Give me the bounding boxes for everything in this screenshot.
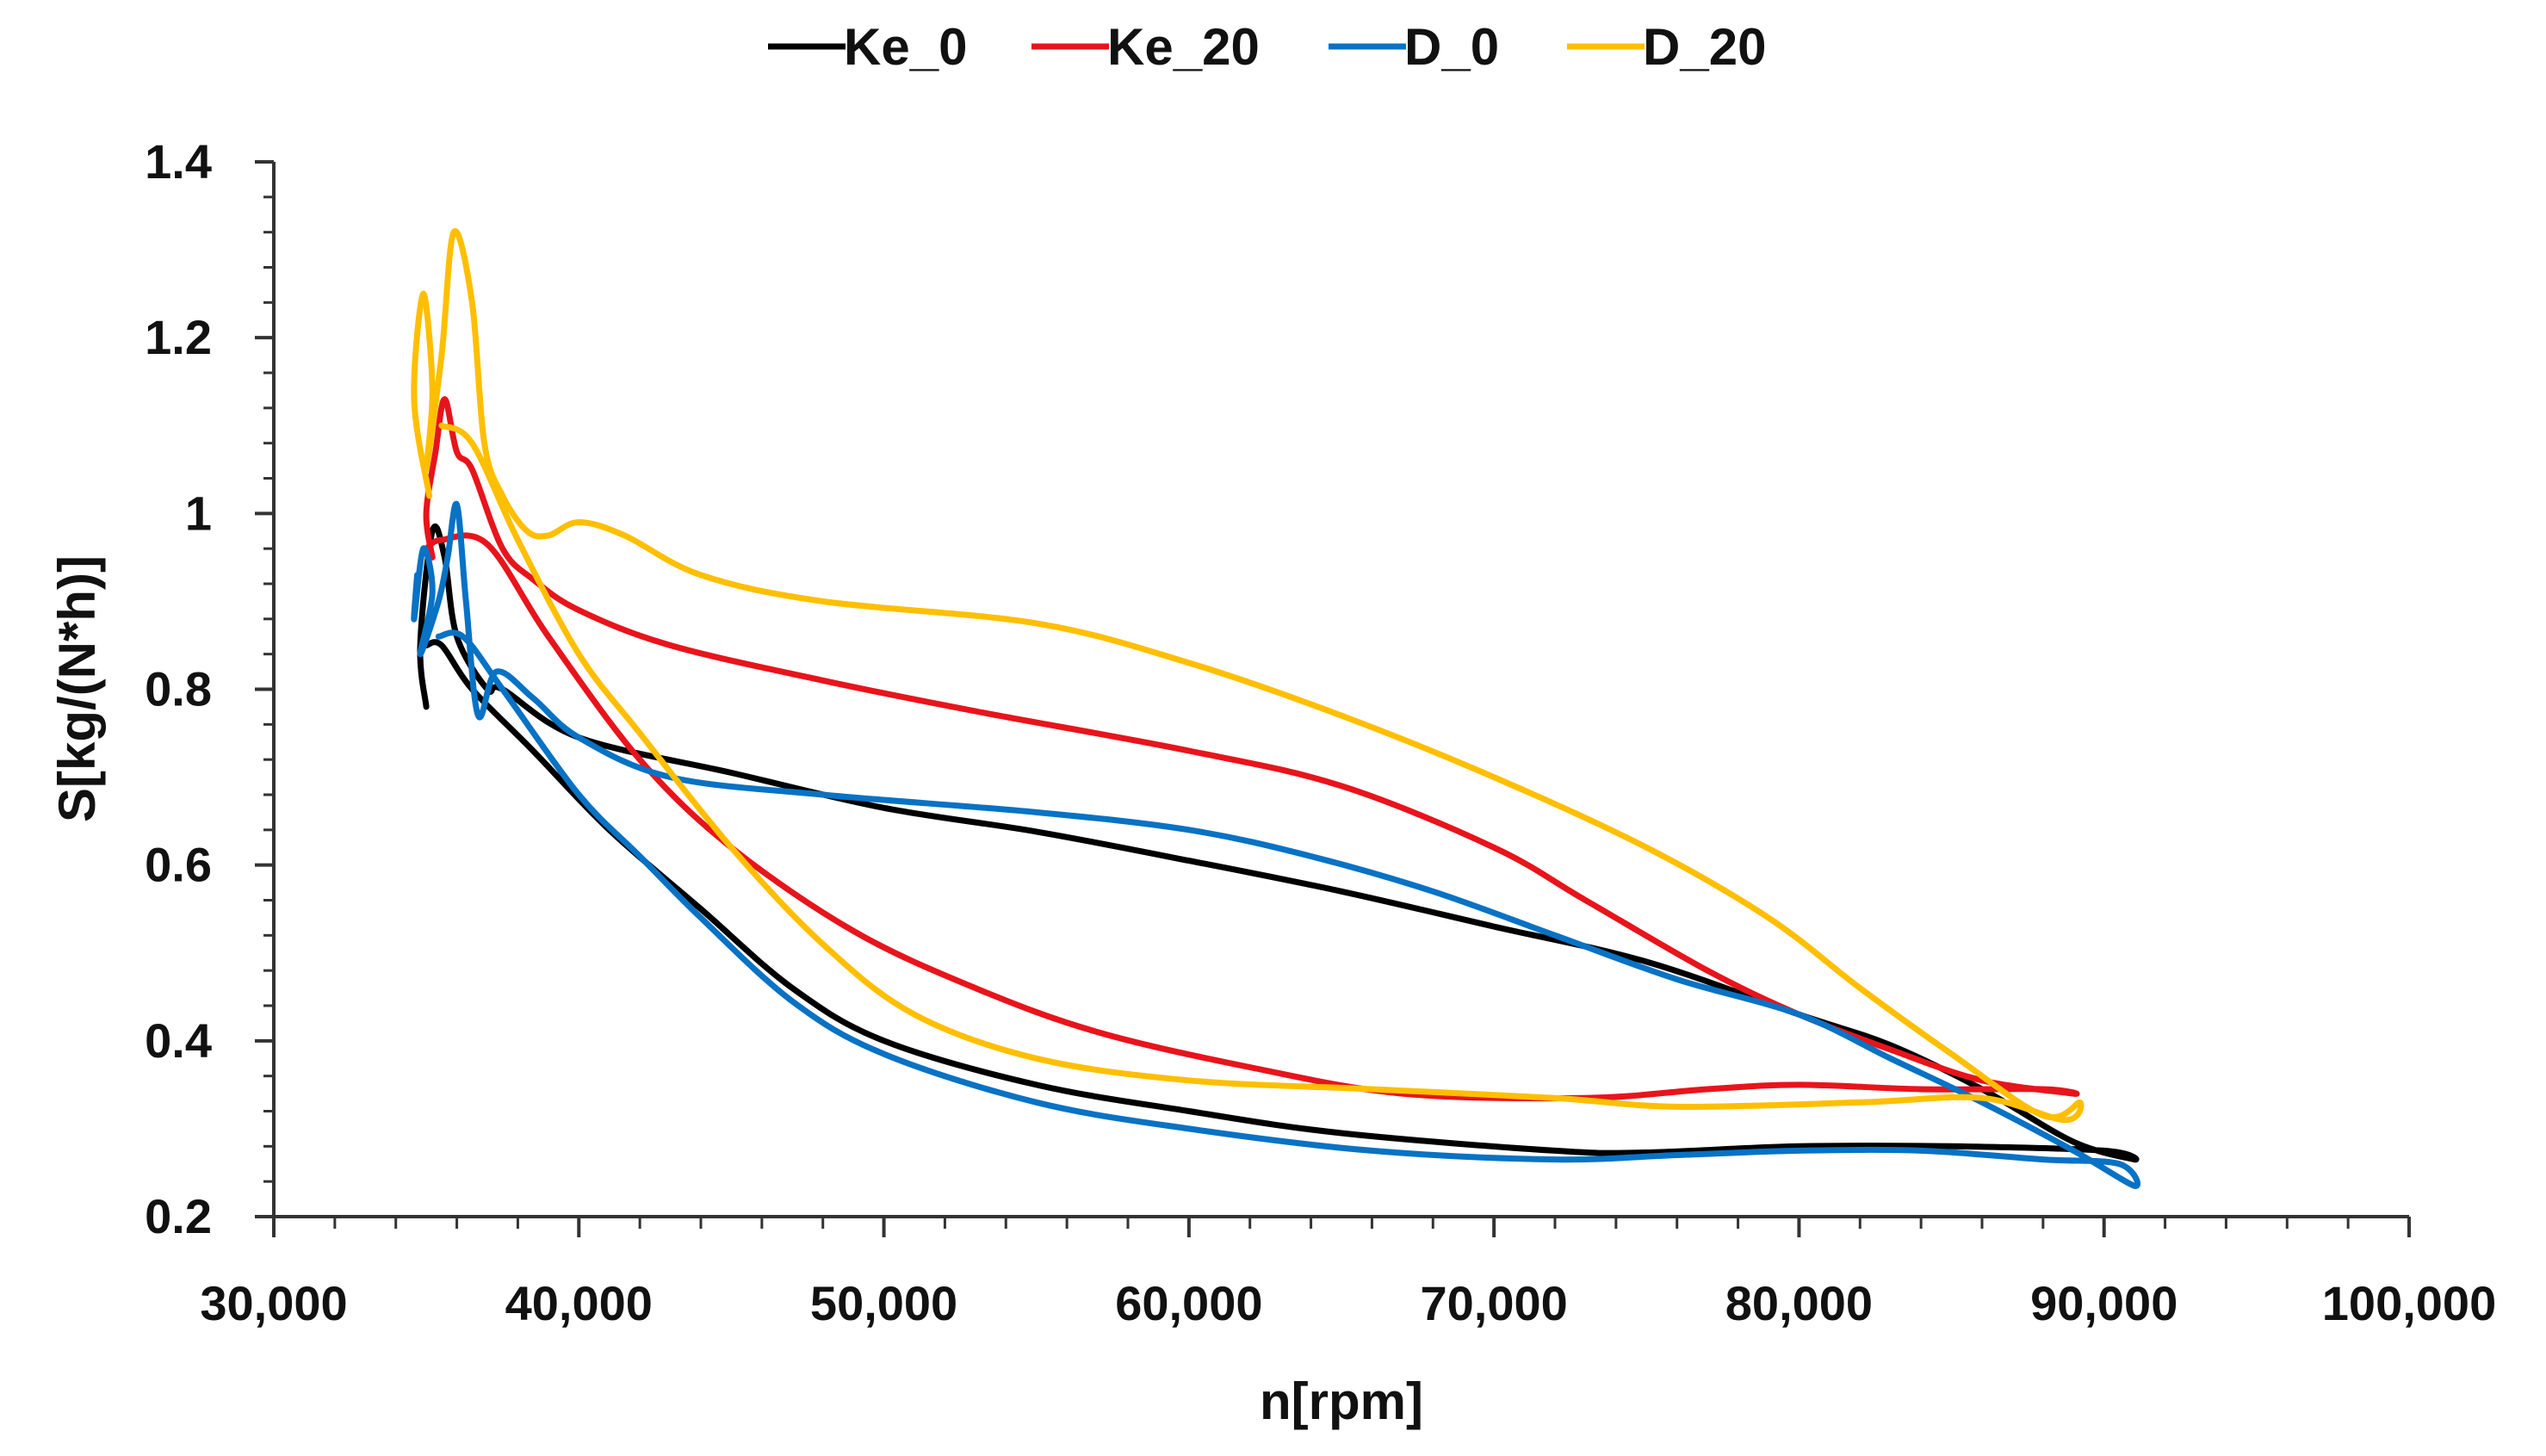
x-tick-label: 30,000 bbox=[200, 1276, 347, 1330]
y-tick-label: 0.8 bbox=[145, 662, 212, 716]
x-tick-label: 90,000 bbox=[2030, 1276, 2177, 1330]
y-tick-label: 0.4 bbox=[145, 1013, 212, 1068]
legend-label-d-20: D_20 bbox=[1643, 18, 1766, 76]
legend-label-ke-20: Ke_20 bbox=[1107, 18, 1260, 76]
series-line-ke-20 bbox=[423, 396, 2080, 1102]
plot-series-group bbox=[411, 227, 2141, 1189]
series-line-d-20 bbox=[411, 227, 2084, 1124]
x-ticks: 30,000 40,000 50,000 60,000 70,000 80,000 90,0… bbox=[200, 1217, 2496, 1330]
legend-label-ke-0: Ke_0 bbox=[844, 18, 967, 76]
x-tick-label: 70,000 bbox=[1421, 1276, 1568, 1330]
x-tick-label: 60,000 bbox=[1115, 1276, 1262, 1330]
y-tick-label: 0.2 bbox=[145, 1189, 212, 1243]
x-axis-title: n[rpm] bbox=[1260, 1372, 1423, 1430]
y-tick-label: 1 bbox=[185, 486, 212, 540]
legend: Ke_0 Ke_20 D_0 D_20 bbox=[768, 18, 1766, 76]
series-line-d-0 bbox=[411, 500, 2141, 1189]
y-tick-label: 1.4 bbox=[145, 134, 212, 189]
x-tick-label: 80,000 bbox=[1725, 1276, 1873, 1330]
y-ticks: 0.2 0.4 0.6 0.8 1 1.2 1.4 bbox=[145, 134, 274, 1243]
x-tick-label: 100,000 bbox=[2322, 1276, 2496, 1330]
y-tick-label: 0.6 bbox=[145, 838, 212, 892]
y-tick-label: 1.2 bbox=[145, 310, 212, 364]
x-tick-label: 40,000 bbox=[505, 1276, 653, 1330]
y-axis-title: S[kg/(N*h)] bbox=[48, 555, 106, 822]
x-tick-label: 50,000 bbox=[810, 1276, 957, 1330]
legend-label-d-0: D_0 bbox=[1404, 18, 1499, 76]
